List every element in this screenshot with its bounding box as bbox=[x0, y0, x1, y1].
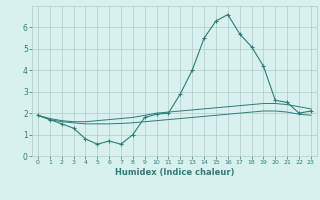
X-axis label: Humidex (Indice chaleur): Humidex (Indice chaleur) bbox=[115, 168, 234, 177]
